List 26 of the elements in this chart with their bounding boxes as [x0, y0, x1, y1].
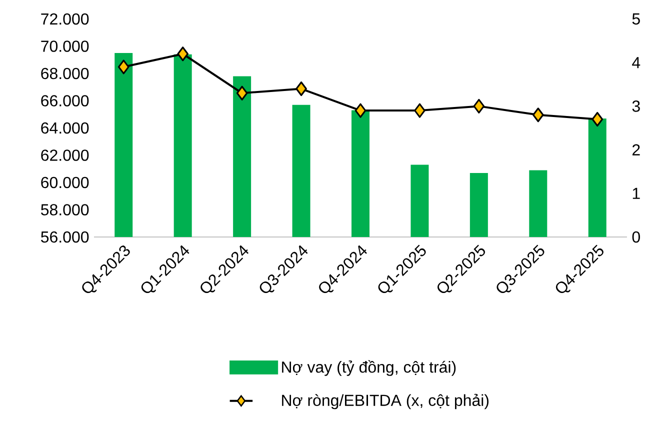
y-tick-label: 56.000: [41, 231, 89, 243]
y2-tick-label: 4: [632, 57, 640, 68]
point: [177, 46, 189, 62]
y2-tick-label: 5: [632, 13, 640, 25]
point: [118, 60, 130, 74]
y-tick-label: 66.000: [41, 95, 89, 106]
legend-label: Nợ ròng/EBITDA (x, cột phải): [282, 394, 488, 410]
y-tick-label: 70.000: [41, 40, 89, 52]
point: [592, 112, 604, 127]
y-tick-label: 68.000: [41, 68, 89, 80]
y-tick-label: 58.000: [41, 204, 89, 216]
y2-tick-label: 1: [632, 188, 640, 199]
point: [354, 103, 366, 118]
legend-label: Nợ vay (tỷ đồng, cột trái): [282, 360, 456, 376]
y-tick-label: 60.000: [41, 176, 89, 188]
point: [236, 86, 248, 100]
y-tick-label: 64.000: [41, 122, 89, 134]
point: [532, 108, 544, 122]
y2-tick-label: 0: [632, 231, 640, 243]
point: [414, 103, 426, 118]
y2-tick-label: 2: [632, 144, 640, 156]
point: [473, 98, 485, 114]
y-tick-label: 62.000: [41, 150, 89, 161]
y-tick-label: 72.000: [41, 13, 89, 25]
y2-tick-label: 3: [632, 100, 640, 112]
point: [296, 81, 307, 96]
